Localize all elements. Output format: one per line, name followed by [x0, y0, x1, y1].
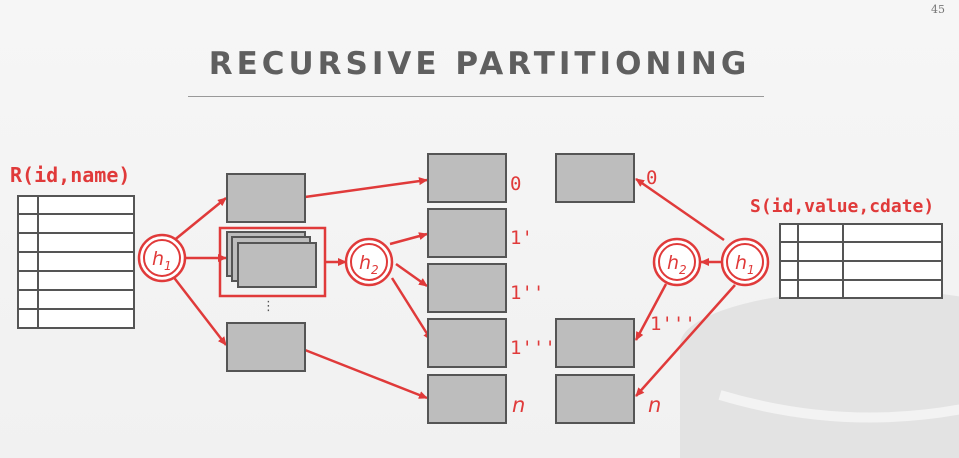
title-divider	[188, 96, 764, 97]
r-partition-1ppp	[427, 318, 507, 368]
label-0: 0	[510, 173, 521, 195]
hash-h1-right-symbol: h	[735, 252, 747, 274]
r-partition-1p	[427, 208, 507, 258]
s-label-0: 0	[646, 167, 657, 189]
hash-h2-right: h2	[652, 237, 702, 287]
page-number: 45	[931, 3, 945, 16]
r-partition-n	[427, 374, 507, 424]
svg-text:h2: h2	[359, 252, 379, 277]
ellipsis: ⋮	[262, 299, 275, 314]
s-table-label: S(id,value,cdate)	[750, 196, 934, 217]
hash-h2-right-symbol: h	[667, 252, 679, 274]
partition-group-highlight	[218, 226, 327, 298]
slide-title: RECURSIVE PARTITIONING	[208, 46, 751, 82]
partition-box	[226, 173, 306, 223]
arrow-s-h1-to-0	[635, 177, 725, 242]
arrow-s-h2-to-1ppp	[634, 283, 668, 341]
svg-text:h1: h1	[152, 248, 172, 273]
arrow-top-to-0	[304, 177, 428, 199]
r-partition-1pp	[427, 263, 507, 313]
r-table	[17, 195, 135, 329]
label-1pp: 1''	[510, 282, 544, 304]
hash-h1-right: h1	[720, 237, 770, 287]
partition-box	[226, 322, 306, 372]
svg-text:h2: h2	[667, 252, 687, 277]
r-table-label: R(id,name)	[10, 163, 130, 187]
r-partition-0	[427, 153, 507, 203]
arrow-h1-to-top	[171, 197, 227, 243]
svg-text:h1: h1	[735, 252, 755, 277]
arrow-s-h1-to-n	[635, 284, 736, 397]
label-n: n	[512, 393, 525, 417]
hash-h2-left-subscript: 2	[371, 263, 379, 277]
label-1p: 1'	[510, 227, 533, 249]
s-partition-n	[555, 374, 635, 424]
arrow-bottom-to-n	[304, 348, 428, 400]
s-partition-0	[555, 153, 635, 203]
arrow-h1-to-bottom	[171, 274, 227, 346]
arrow-h2-to-1p	[389, 232, 428, 246]
s-label-n: n	[648, 393, 661, 417]
database-watermark-icon	[680, 290, 959, 458]
s-partition-1ppp	[555, 318, 635, 368]
s-label-1ppp: 1'''	[650, 313, 696, 335]
hash-h2-left-symbol: h	[359, 252, 371, 274]
s-table	[779, 223, 943, 299]
hash-h2-left: h2	[344, 237, 394, 287]
arrow-h2-to-1ppp	[390, 277, 433, 341]
hash-h1-left-subscript: 1	[164, 259, 172, 273]
hash-h1-left-symbol: h	[152, 248, 164, 270]
hash-h2-right-subscript: 2	[679, 263, 687, 277]
arrow-h2-to-1pp	[395, 262, 428, 288]
hash-h1-left: h1	[137, 233, 187, 283]
hash-h1-right-subscript: 1	[747, 263, 755, 277]
partition-box	[237, 242, 317, 288]
label-1ppp: 1'''	[510, 337, 556, 359]
